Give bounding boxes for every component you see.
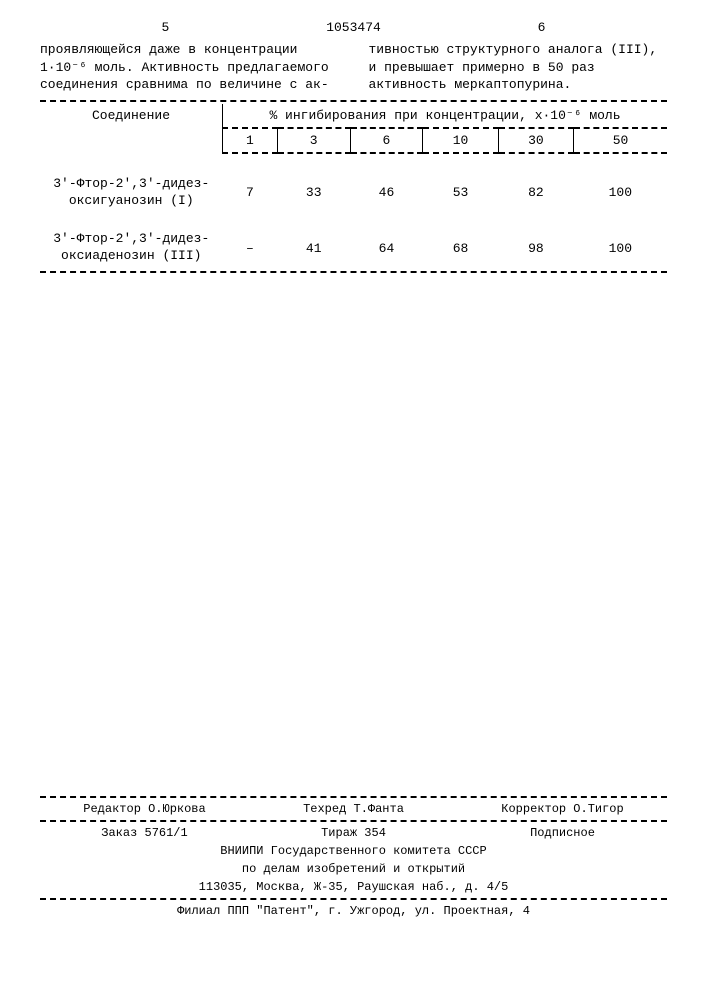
table-cell: 100 bbox=[574, 172, 667, 214]
body-right-column: тивностью структурного аналога (III), и … bbox=[369, 41, 668, 94]
header-row: 5 1053474 6 bbox=[40, 20, 667, 35]
footer-editor: Редактор О.Юркова bbox=[40, 800, 249, 818]
table-cell: 53 bbox=[423, 172, 498, 214]
table-conc-30: 30 bbox=[498, 128, 573, 153]
table-cell: 64 bbox=[350, 227, 423, 269]
footer-tech: Техред Т.Фанта bbox=[249, 800, 458, 818]
footer-block: Редактор О.Юркова Техред Т.Фанта Коррект… bbox=[40, 794, 667, 920]
page-number-right: 6 bbox=[416, 20, 667, 35]
table-cell: 41 bbox=[277, 227, 350, 269]
footer-corrector: Корректор О.Тигор bbox=[458, 800, 667, 818]
table-cell: 46 bbox=[350, 172, 423, 214]
table-cell: 82 bbox=[498, 172, 573, 214]
footer-order: Заказ 5761/1 bbox=[40, 824, 249, 842]
footer-sep-3 bbox=[40, 898, 667, 900]
footer-addr2: Филиал ППП "Патент", г. Ужгород, ул. Про… bbox=[40, 902, 667, 920]
footer-tirazh: Тираж 354 bbox=[249, 824, 458, 842]
inhibition-table: Соединение % ингибирования при концентра… bbox=[40, 104, 667, 270]
compound-name-1: 3′-Фтор-2′,3′-дидез- оксигуанозин (I) bbox=[40, 172, 223, 214]
table-cell: 33 bbox=[277, 172, 350, 214]
footer-sep-2 bbox=[40, 820, 667, 822]
footer-subscribe: Подписное bbox=[458, 824, 667, 842]
patent-number: 1053474 bbox=[291, 20, 416, 35]
table-cell: 68 bbox=[423, 227, 498, 269]
table-bottom-border bbox=[40, 271, 667, 273]
compound-name-2: 3′-Фтор-2′,3′-дидез- оксиаденозин (III) bbox=[40, 227, 223, 269]
table-cell: 100 bbox=[574, 227, 667, 269]
table-conc-10: 10 bbox=[423, 128, 498, 153]
table-cell: – bbox=[223, 227, 278, 269]
table-conc-6: 6 bbox=[350, 128, 423, 153]
footer-org1: ВНИИПИ Государственного комитета СССР bbox=[40, 842, 667, 860]
table-row: 3′-Фтор-2′,3′-дидез- оксиаденозин (III) … bbox=[40, 227, 667, 269]
table-conc-3: 3 bbox=[277, 128, 350, 153]
footer-sep-1 bbox=[40, 796, 667, 798]
footer-order-row: Заказ 5761/1 Тираж 354 Подписное bbox=[40, 824, 667, 842]
table-cell: 7 bbox=[223, 172, 278, 214]
table-conc-50: 50 bbox=[574, 128, 667, 153]
footer-addr1: 113035, Москва, Ж-35, Раушская наб., д. … bbox=[40, 878, 667, 896]
body-left-column: проявляющейся даже в концентрации 1·10⁻⁶… bbox=[40, 41, 339, 94]
page-number-left: 5 bbox=[40, 20, 291, 35]
table-row: 3′-Фтор-2′,3′-дидез- оксигуанозин (I) 7 … bbox=[40, 172, 667, 214]
table-conc-1: 1 bbox=[223, 128, 278, 153]
table-header-compound: Соединение bbox=[40, 104, 223, 153]
footer-credits: Редактор О.Юркова Техред Т.Фанта Коррект… bbox=[40, 800, 667, 818]
table-top-border bbox=[40, 100, 667, 102]
body-text: проявляющейся даже в концентрации 1·10⁻⁶… bbox=[40, 41, 667, 94]
footer-org2: по делам изобретений и открытий bbox=[40, 860, 667, 878]
table-header-concentration: % ингибирования при концентрации, x·10⁻⁶… bbox=[223, 104, 668, 128]
table-cell: 98 bbox=[498, 227, 573, 269]
